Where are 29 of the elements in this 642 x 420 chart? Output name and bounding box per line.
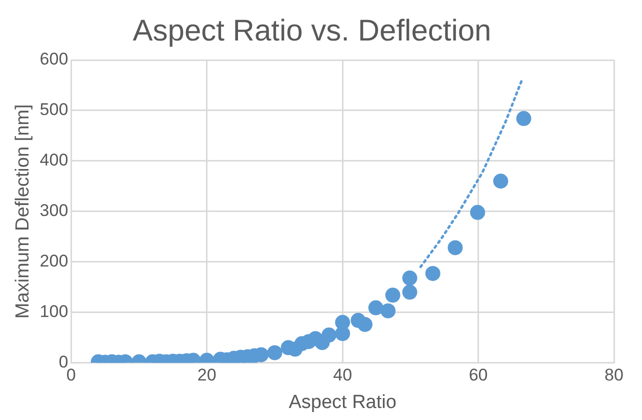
x-tick-label: 20: [197, 366, 216, 385]
point: [516, 111, 532, 126]
point: [425, 266, 440, 281]
point: [267, 345, 282, 360]
y-tick-label: 500: [40, 100, 68, 120]
x-axis-title: Aspect Ratio: [288, 392, 396, 413]
x-tick-label: 80: [604, 366, 624, 385]
point: [357, 316, 372, 332]
point: [470, 204, 486, 220]
x-tick-label: 60: [468, 366, 488, 385]
point: [402, 284, 418, 300]
line-series: [419, 77, 524, 268]
point: [380, 303, 396, 318]
y-tick-label: 200: [40, 252, 68, 271]
y-tick-label: 100: [40, 302, 68, 322]
chart-title: Aspect Ratio vs. Deflection: [132, 14, 492, 48]
y-tick-label: 600: [40, 50, 68, 69]
x-tick-label: 40: [333, 366, 352, 385]
point: [368, 300, 384, 316]
point: [385, 288, 400, 303]
point: [448, 240, 463, 256]
point: [493, 174, 508, 189]
point: [322, 328, 337, 343]
y-tick-label: 0: [58, 352, 68, 372]
point: [335, 326, 350, 342]
y-tick-label: 400: [40, 150, 68, 170]
y-tick-label: 300: [40, 201, 68, 220]
point: [402, 270, 418, 286]
y-axis-title: Maximum Deflection [nm]: [12, 104, 34, 319]
